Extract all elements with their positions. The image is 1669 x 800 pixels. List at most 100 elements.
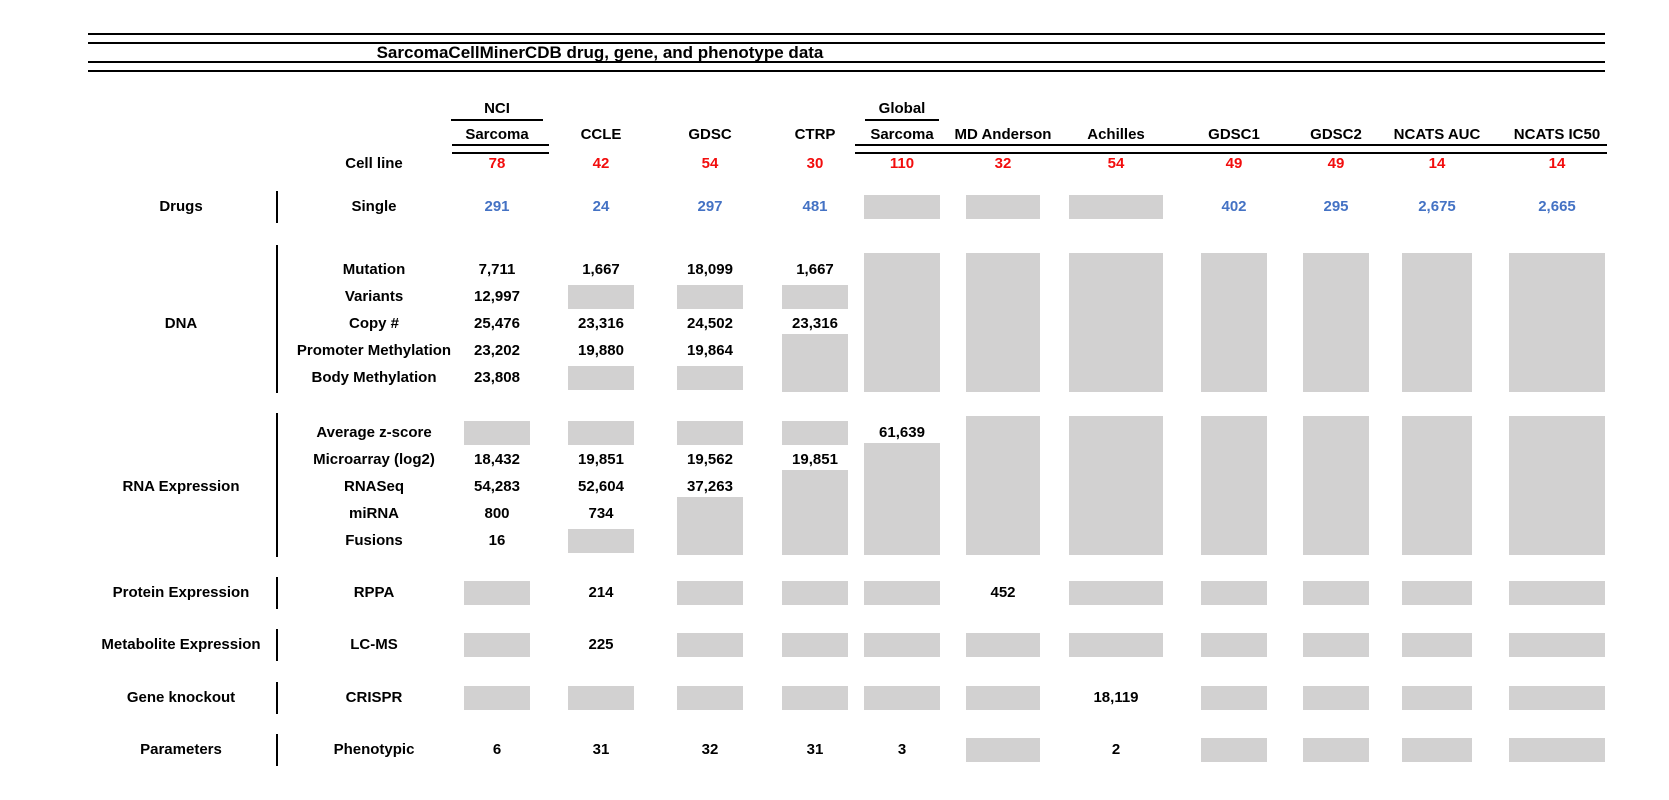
row-label: LC-MS <box>350 636 398 653</box>
column-header: NCATS AUC <box>1393 126 1481 143</box>
no-data-box <box>1402 581 1472 605</box>
no-data-box <box>1303 416 1369 555</box>
figure-title: SarcomaCellMinerCDB drug, gene, and phen… <box>376 43 824 62</box>
no-data-box <box>864 195 940 219</box>
data-value: 61,639 <box>879 424 925 441</box>
row-label: Copy # <box>348 315 399 332</box>
category-divider <box>276 734 278 766</box>
data-value: 18,099 <box>687 261 733 278</box>
row-label: Single <box>351 198 397 215</box>
data-value: 734 <box>588 505 614 522</box>
header-top-underline <box>865 119 939 121</box>
category-divider <box>276 577 278 609</box>
category-divider <box>276 245 278 393</box>
title-rule-top <box>88 33 1605 44</box>
header-top-underline <box>451 119 543 121</box>
no-data-box <box>677 497 743 555</box>
no-data-box <box>966 633 1040 657</box>
data-value: 19,851 <box>578 451 624 468</box>
no-data-box <box>1201 686 1267 710</box>
data-value: 18,432 <box>474 451 520 468</box>
column-header: CCLE <box>580 126 622 143</box>
data-value: 19,880 <box>578 342 624 359</box>
column-header: Sarcoma <box>465 126 529 143</box>
cell-line-count: 54 <box>1107 155 1125 172</box>
column-header: Sarcoma <box>870 126 934 143</box>
category-label: Metabolite Expression <box>101 636 261 653</box>
data-value: 2,665 <box>1538 198 1576 215</box>
no-data-box <box>782 470 848 555</box>
column-header: Achilles <box>1087 126 1145 143</box>
column-header-top: NCI <box>484 100 510 117</box>
cell-line-count: 49 <box>1225 155 1243 172</box>
cell-line-count: 78 <box>488 155 506 172</box>
no-data-box <box>464 421 530 445</box>
no-data-box <box>864 686 940 710</box>
data-value: 800 <box>484 505 510 522</box>
no-data-box <box>464 633 530 657</box>
row-label: Phenotypic <box>333 741 415 758</box>
data-value: 2,675 <box>1418 198 1456 215</box>
data-value: 31 <box>592 741 610 758</box>
category-label: DNA <box>164 315 198 332</box>
data-value: 295 <box>1323 198 1349 215</box>
data-value: 7,711 <box>478 261 516 278</box>
category-divider <box>276 191 278 223</box>
no-data-box <box>1303 686 1369 710</box>
no-data-box <box>1402 633 1472 657</box>
no-data-box <box>568 529 634 553</box>
data-value: 24 <box>592 198 610 215</box>
data-value: 37,263 <box>687 478 733 495</box>
cell-line-count: 110 <box>889 155 915 172</box>
data-value: 23,316 <box>792 315 838 332</box>
no-data-box <box>677 421 743 445</box>
no-data-box <box>864 633 940 657</box>
no-data-box <box>1303 633 1369 657</box>
data-value: 452 <box>990 584 1016 601</box>
no-data-box <box>1201 633 1267 657</box>
data-value: 31 <box>806 741 824 758</box>
data-value: 402 <box>1221 198 1247 215</box>
no-data-box <box>568 285 634 309</box>
no-data-box <box>1201 738 1267 762</box>
no-data-box <box>1509 686 1605 710</box>
data-value: 291 <box>484 198 510 215</box>
data-value: 54,283 <box>474 478 520 495</box>
data-value: 19,562 <box>687 451 733 468</box>
row-label: Promoter Methylation <box>296 342 452 359</box>
no-data-box <box>966 686 1040 710</box>
cell-line-count: 30 <box>806 155 824 172</box>
row-label: Fusions <box>345 532 403 549</box>
no-data-box <box>1402 253 1472 392</box>
no-data-box <box>677 285 743 309</box>
no-data-box <box>1201 253 1267 392</box>
no-data-box <box>1069 253 1163 392</box>
no-data-box <box>677 366 743 390</box>
column-header: GDSC1 <box>1208 126 1260 143</box>
column-header-top: Global <box>878 100 926 117</box>
category-divider <box>276 682 278 714</box>
no-data-box <box>568 421 634 445</box>
no-data-box <box>1402 686 1472 710</box>
no-data-box <box>677 686 743 710</box>
no-data-box <box>1509 416 1605 555</box>
cell-line-count: 42 <box>592 155 610 172</box>
data-value: 214 <box>588 584 614 601</box>
data-value: 225 <box>588 636 614 653</box>
no-data-box <box>966 195 1040 219</box>
data-value: 1,667 <box>796 261 834 278</box>
category-label: Gene knockout <box>126 689 236 706</box>
data-value: 23,202 <box>474 342 520 359</box>
row-label: RPPA <box>353 584 395 601</box>
no-data-box <box>677 633 743 657</box>
row-label: Variants <box>344 288 404 305</box>
category-label: Parameters <box>140 741 222 758</box>
row-label: RNASeq <box>343 478 404 495</box>
no-data-box <box>782 334 848 392</box>
no-data-box <box>1509 253 1605 392</box>
no-data-box <box>464 581 530 605</box>
no-data-box <box>1069 195 1163 219</box>
cell-line-count: 14 <box>1428 155 1446 172</box>
no-data-box <box>782 633 848 657</box>
data-value: 1,667 <box>582 261 620 278</box>
